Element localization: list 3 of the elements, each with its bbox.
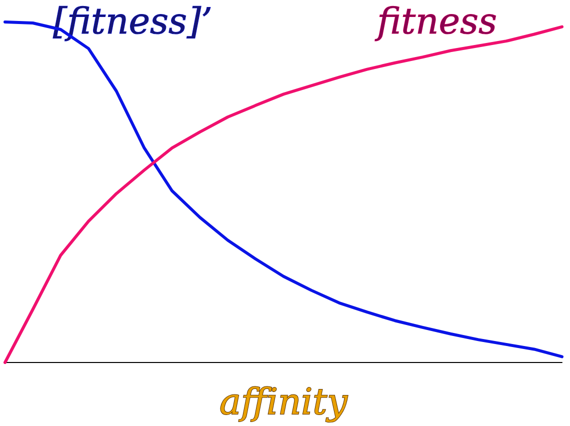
series-label: fitness [374, 2, 497, 42]
series-label: [fitness]’ [53, 2, 212, 42]
x-axis-title: affinity [220, 382, 348, 423]
